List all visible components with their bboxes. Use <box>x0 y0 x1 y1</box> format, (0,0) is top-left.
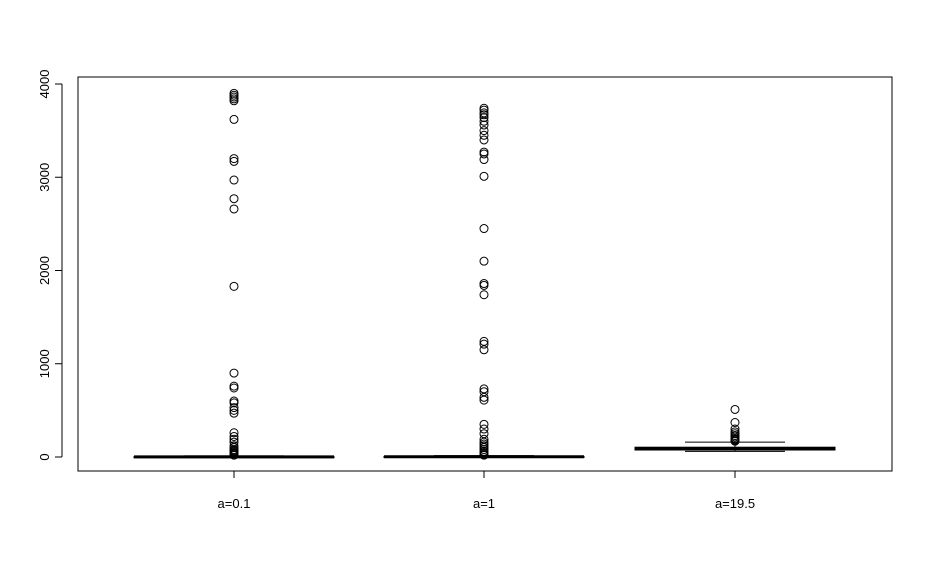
outlier-point <box>479 113 489 123</box>
outlier-point <box>479 450 489 460</box>
outlier-point <box>730 404 740 414</box>
outlier-point <box>229 114 239 124</box>
outlier-point <box>730 436 740 446</box>
outlier-point <box>479 135 489 145</box>
outlier-point <box>479 339 489 349</box>
x-tick-label: a=19.5 <box>715 496 755 511</box>
outlier-point <box>479 392 489 402</box>
outlier-point <box>479 105 489 115</box>
outlier-point <box>229 383 239 393</box>
outlier-point <box>479 290 489 300</box>
box-group <box>383 103 585 460</box>
outlier-point <box>730 417 740 427</box>
outlier-point <box>479 110 489 120</box>
outlier-point <box>229 405 239 415</box>
outlier-point <box>479 395 489 405</box>
outlier-point <box>479 171 489 181</box>
outlier-point <box>229 381 239 391</box>
y-tick-label: 2000 <box>37 256 52 285</box>
outlier-point <box>229 450 239 460</box>
outlier-point <box>479 279 489 289</box>
outlier-point <box>479 224 489 234</box>
outlier-point <box>229 398 239 408</box>
outlier-point <box>229 156 239 166</box>
x-axis: a=0.1 a=1 a=19.5 <box>218 470 755 511</box>
x-tick-label: a=0.1 <box>218 496 251 511</box>
outlier-point <box>479 345 489 355</box>
outlier-point <box>229 408 239 418</box>
y-tick-label: 4000 <box>37 70 52 99</box>
box-group <box>133 88 335 460</box>
y-tick-label: 0 <box>37 453 52 460</box>
outlier-point <box>479 424 489 434</box>
outlier-point <box>229 368 239 378</box>
box-group <box>634 404 836 452</box>
outlier-point <box>229 428 239 438</box>
outlier-point <box>479 120 489 130</box>
outlier-point <box>229 204 239 214</box>
box-series <box>133 88 836 460</box>
outlier-point <box>479 126 489 136</box>
outlier-point <box>479 155 489 165</box>
y-axis: 0 1000 2000 3000 4000 <box>37 70 63 461</box>
outlier-point <box>229 281 239 291</box>
outlier-point <box>229 431 239 441</box>
outlier-point <box>229 154 239 164</box>
outlier-point <box>479 147 489 157</box>
y-tick-label: 3000 <box>37 163 52 192</box>
outlier-point <box>479 116 489 126</box>
x-tick-label: a=1 <box>473 496 495 511</box>
outlier-point <box>479 130 489 140</box>
outlier-point <box>229 194 239 204</box>
outlier-point <box>229 403 239 413</box>
outlier-point <box>229 96 239 106</box>
outlier-point <box>479 256 489 266</box>
outlier-point <box>479 280 489 290</box>
outlier-point <box>479 419 489 429</box>
outlier-point <box>479 149 489 159</box>
y-tick-label: 1000 <box>37 349 52 378</box>
outlier-point <box>229 175 239 185</box>
